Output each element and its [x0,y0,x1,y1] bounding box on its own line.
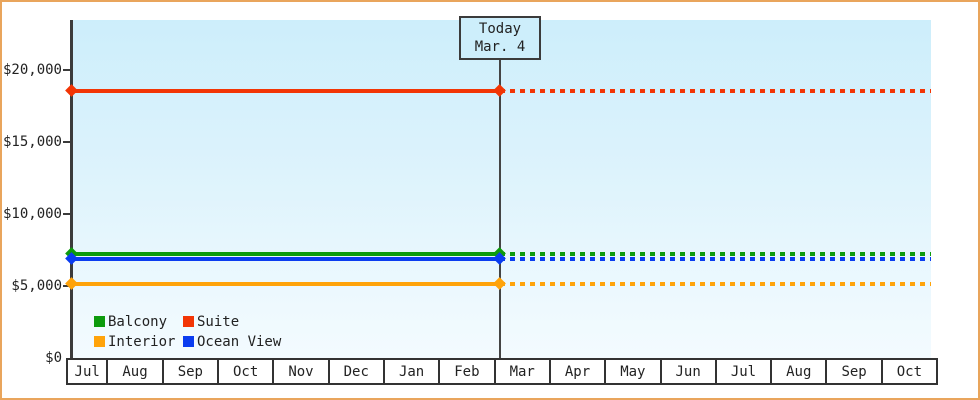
suite-line-projected [500,89,931,93]
x-axis-month-cell: Jun [659,360,715,383]
x-axis-month-cell: Nov [272,360,327,383]
suite-line-solid [72,89,500,93]
x-axis-month-cell: Dec [327,360,383,383]
x-axis-month-cell: Jan [382,360,438,383]
x-axis-month-cell: May [604,360,659,383]
legend-swatch-ocean-view [183,336,194,347]
x-axis-month-cell: Mar [493,360,549,383]
today-annotation-line2: Mar. 4 [474,39,526,55]
x-axis-month-cell: Oct [880,360,936,383]
legend-label-ocean-view: Ocean View [197,334,282,350]
interior-line-projected [500,282,931,286]
today-annotation-line1: Today [478,21,522,37]
y-axis-label: $15,000 [2,134,62,150]
x-axis-month-cell: Aug [770,360,825,383]
legend-swatch-suite [183,316,194,327]
ocean-view-line-projected [500,257,931,261]
x-axis-month-cell: Aug [106,360,161,383]
ocean-view-line-solid [72,257,500,261]
balcony-line-projected [500,252,931,256]
x-axis-month-band: Jul Aug Sep Oct Nov Dec Jan Feb Mar Apr … [66,358,938,385]
x-axis-month-cell: Feb [438,360,493,383]
y-axis-label: $10,000 [2,206,62,222]
legend-swatch-interior [94,336,105,347]
x-axis-month-cell: Apr [548,360,604,383]
y-axis-tick [63,213,71,215]
today-annotation-box: Today Mar. 4 [459,16,541,60]
y-axis-line [70,20,73,358]
y-axis-tick [63,69,71,71]
legend-label-suite: Suite [197,314,240,330]
y-axis-label: $20,000 [2,62,62,78]
y-axis-tick [63,141,71,143]
y-axis-label: $0 [45,350,62,366]
x-axis-month-cell: Oct [217,360,272,383]
legend-label-balcony: Balcony [108,314,168,330]
x-axis-month-cell: Jul [714,360,770,383]
x-axis-month-cell: Sep [825,360,880,383]
legend-swatch-balcony [94,316,105,327]
today-line [499,58,501,358]
interior-line-solid [72,282,500,286]
x-axis-month-cell: Sep [161,360,217,383]
legend-label-interior: Interior [108,334,176,350]
x-axis-month-cell: Jul [74,363,100,380]
y-axis-label: $5,000 [11,278,62,294]
plot-area [72,20,931,358]
balcony-line-solid [72,252,500,256]
